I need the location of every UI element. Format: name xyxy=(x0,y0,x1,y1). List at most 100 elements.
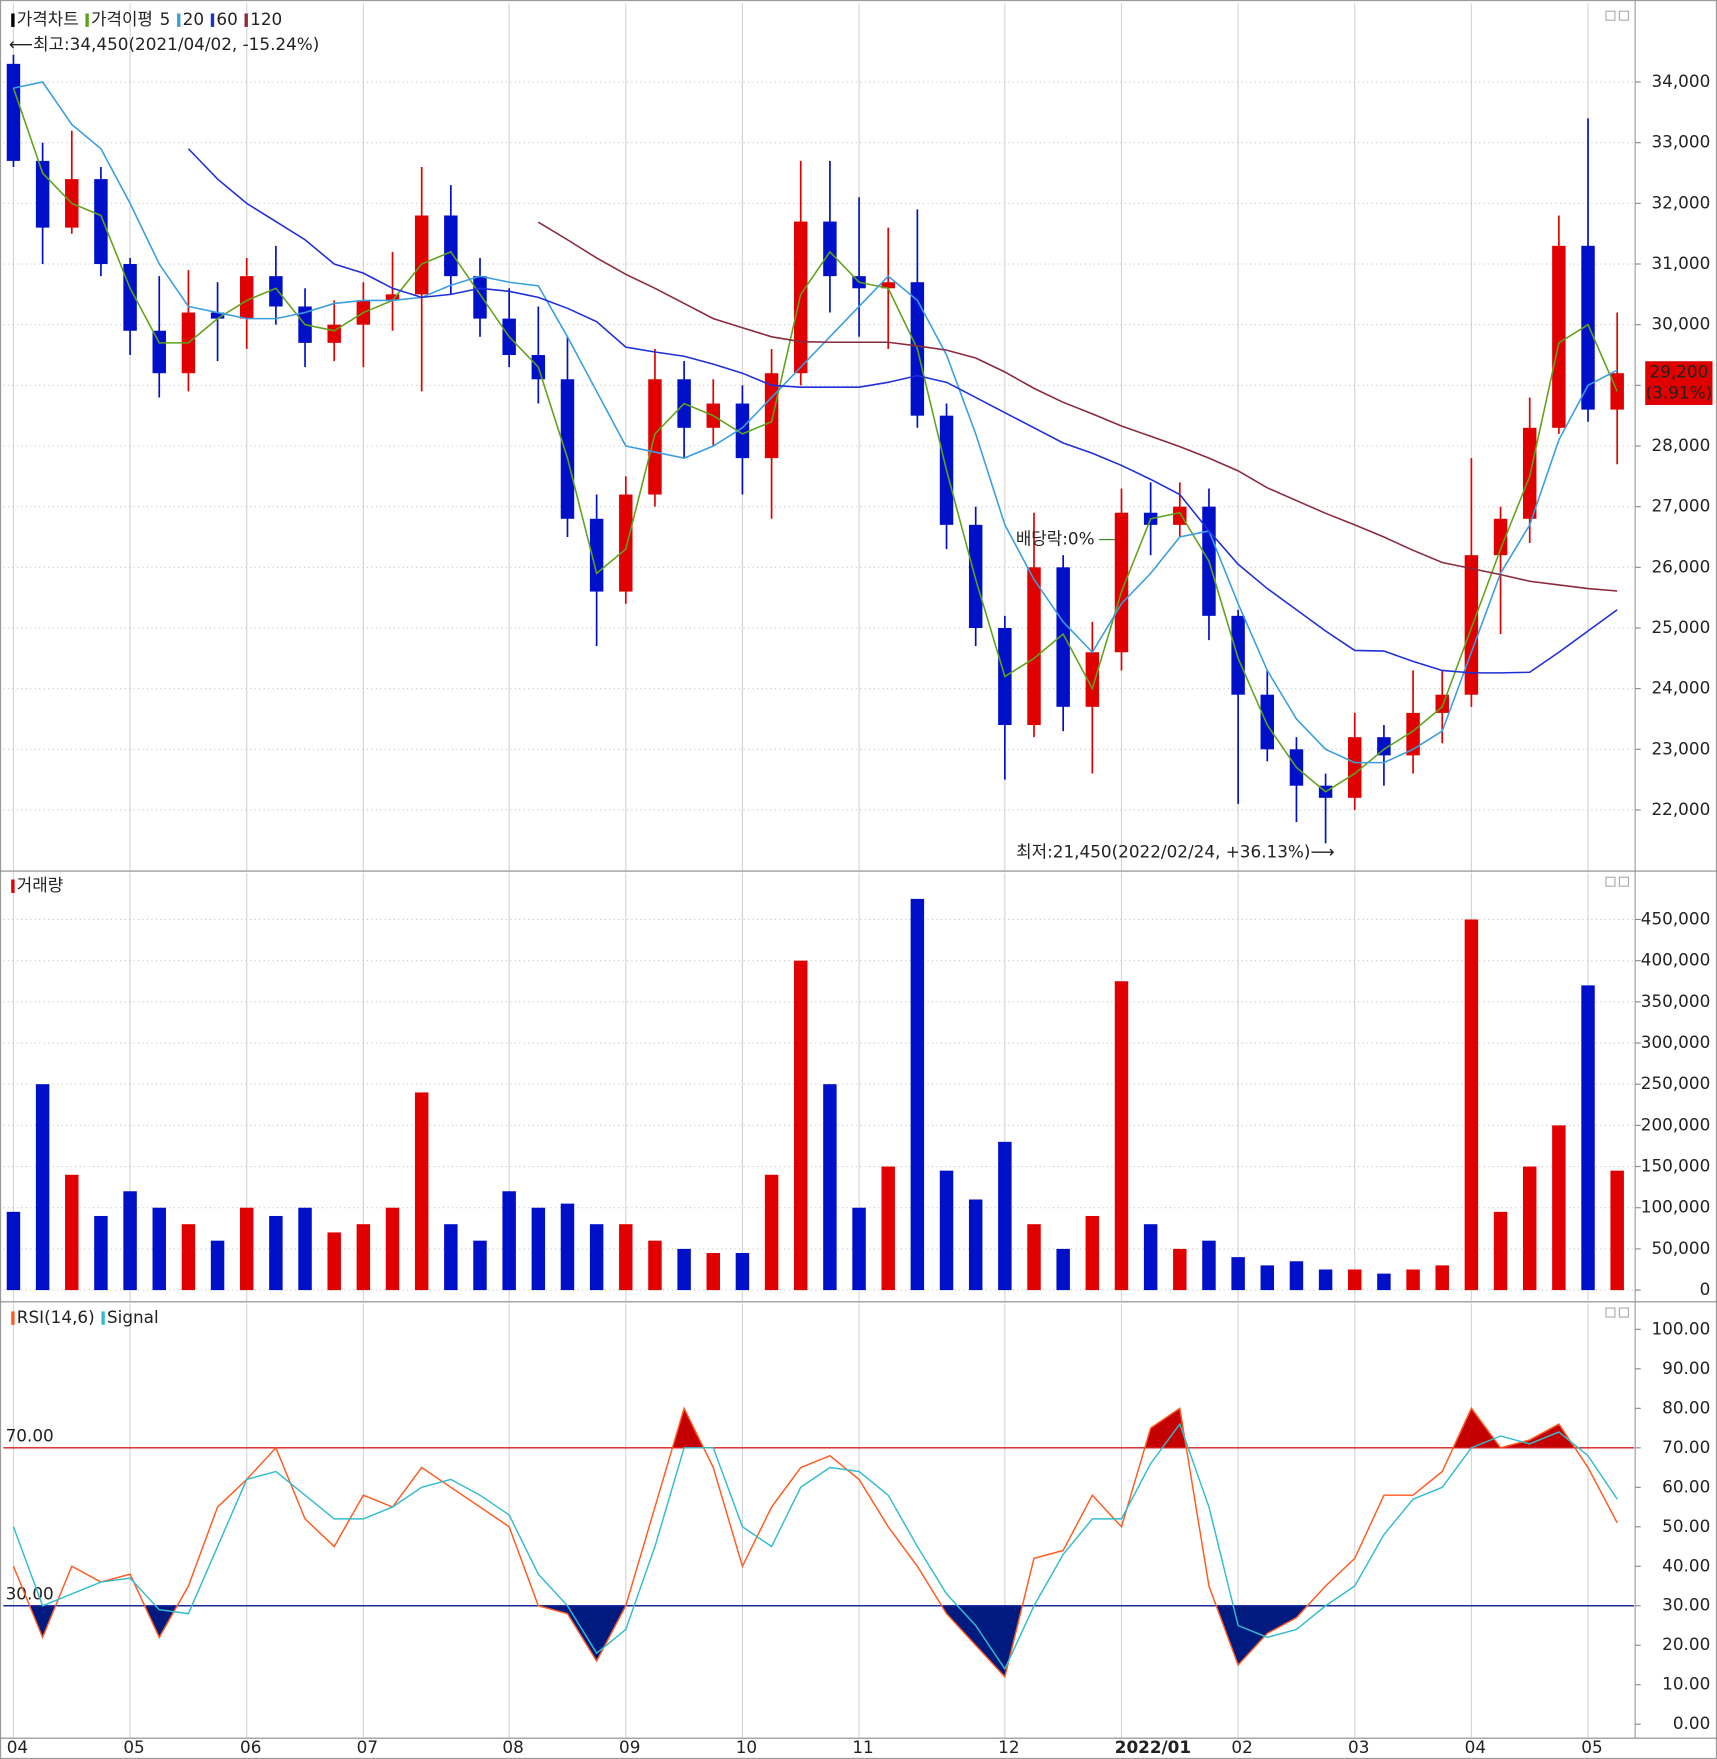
x-tick-label: 02 xyxy=(1231,1737,1252,1757)
candle-body xyxy=(1056,567,1070,707)
legend-label: 거래량 xyxy=(17,875,63,895)
y-tick-label: 400,000 xyxy=(1641,950,1711,970)
reference-label: 70.00 xyxy=(6,1426,54,1446)
volume-bar xyxy=(823,1084,837,1291)
annotation: ⟵최고:34,450(2021/04/02, -15.24%) xyxy=(9,34,319,54)
indicator-line xyxy=(12,1422,1618,1671)
volume-bar xyxy=(94,1215,108,1291)
volume-bar xyxy=(327,1232,341,1291)
volume-bar xyxy=(210,1240,225,1291)
y-tick-label: 23,000 xyxy=(1651,738,1710,758)
legend-label: 5 xyxy=(160,9,171,29)
y-tick-label: 20.00 xyxy=(1662,1634,1710,1654)
candle-body xyxy=(1406,712,1420,756)
volume-bar xyxy=(881,1166,895,1291)
candle-body xyxy=(210,312,225,319)
y-tick-label: 0.00 xyxy=(1673,1713,1710,1733)
volume-bar xyxy=(939,1170,954,1291)
volume-bar xyxy=(852,1207,866,1291)
candle-body xyxy=(560,379,575,519)
y-tick-label: 33,000 xyxy=(1651,132,1710,152)
maximize-button[interactable] xyxy=(1618,876,1629,887)
volume-bar xyxy=(269,1215,283,1291)
minimize-button[interactable] xyxy=(1605,10,1616,21)
volume-bar xyxy=(1231,1257,1245,1291)
volume-bar xyxy=(6,1211,21,1291)
volume-bar xyxy=(1348,1269,1362,1291)
y-tick-label: 10.00 xyxy=(1662,1674,1710,1694)
volume-bar xyxy=(1522,1166,1537,1291)
maximize-button[interactable] xyxy=(1618,1307,1629,1318)
volume-bar xyxy=(1202,1240,1216,1291)
volume-bar xyxy=(531,1207,546,1291)
y-tick-label: 50.00 xyxy=(1662,1516,1710,1536)
volume-bar xyxy=(560,1203,575,1291)
y-tick-label: 40.00 xyxy=(1662,1555,1710,1575)
legend-label: 20 xyxy=(183,9,204,29)
last-price: 29,200 xyxy=(1649,361,1708,381)
volume-bar xyxy=(1318,1269,1333,1291)
x-tick-label: 04 xyxy=(1465,1737,1486,1757)
volume-bar xyxy=(794,960,808,1291)
x-tick-label: 05 xyxy=(123,1737,144,1757)
candle-body xyxy=(589,518,604,592)
y-tick-label: 32,000 xyxy=(1651,192,1710,212)
candle-body xyxy=(619,494,633,592)
x-tick-label: 2022/01 xyxy=(1115,1737,1191,1757)
x-tick-label: 04 xyxy=(7,1737,28,1757)
candle-body xyxy=(1027,567,1041,726)
annotation: 배당락:0% xyxy=(1016,529,1095,549)
y-tick-label: 28,000 xyxy=(1651,435,1710,455)
y-tick-label: 80.00 xyxy=(1662,1397,1710,1417)
volume-bar xyxy=(385,1207,400,1291)
last-change: (3.91%) xyxy=(1646,383,1713,403)
legend-marker xyxy=(11,13,15,27)
y-tick-label: 150,000 xyxy=(1641,1156,1711,1176)
x-tick-label: 12 xyxy=(998,1737,1019,1757)
candle-body xyxy=(6,63,21,161)
volume-bar xyxy=(735,1253,750,1291)
volume-bar xyxy=(1027,1224,1041,1291)
y-tick-label: 50,000 xyxy=(1651,1238,1710,1258)
legend-label: Signal xyxy=(107,1307,159,1327)
volume-bar xyxy=(1114,981,1129,1291)
y-tick-label: 26,000 xyxy=(1651,556,1710,576)
y-tick-label: 34,000 xyxy=(1651,71,1710,91)
volume-bar xyxy=(968,1199,983,1291)
legend-label: 가격이평 xyxy=(91,9,153,29)
candle-body xyxy=(414,215,429,295)
volume-bar xyxy=(1289,1261,1304,1291)
y-tick-label: 350,000 xyxy=(1641,991,1711,1011)
volume-bar xyxy=(1056,1248,1070,1291)
minimize-button[interactable] xyxy=(1605,1307,1616,1318)
volume-bar xyxy=(181,1224,196,1291)
y-tick-label: 90.00 xyxy=(1662,1358,1710,1378)
x-tick-label: 07 xyxy=(357,1737,378,1757)
y-tick-label: 22,000 xyxy=(1651,799,1710,819)
legend-marker xyxy=(85,13,89,27)
x-tick-label: 06 xyxy=(240,1737,261,1757)
y-tick-label: 450,000 xyxy=(1641,908,1711,928)
maximize-button[interactable] xyxy=(1618,10,1629,21)
x-tick-label: 09 xyxy=(619,1737,640,1757)
y-tick-label: 100.00 xyxy=(1651,1318,1710,1338)
x-tick-label: 05 xyxy=(1581,1737,1602,1757)
reference-label: 30.00 xyxy=(6,1584,54,1604)
candle-body xyxy=(473,276,487,319)
moving-average-line xyxy=(13,81,1618,764)
minimize-button[interactable] xyxy=(1605,876,1616,887)
legend-label: RSI(14,6) xyxy=(17,1307,95,1327)
candle-body xyxy=(444,215,458,277)
volume-bar xyxy=(910,898,925,1291)
y-tick-label: 27,000 xyxy=(1651,496,1710,516)
legend-marker xyxy=(101,1311,105,1325)
candle-body xyxy=(1085,652,1100,707)
volume-bar xyxy=(1581,985,1595,1291)
moving-average-line xyxy=(537,221,1618,592)
candle-body xyxy=(239,276,254,319)
annotation: 최저:21,450(2022/02/24, +36.13%)⟶ xyxy=(1016,842,1334,862)
volume-bar xyxy=(1173,1248,1187,1291)
volume-bar xyxy=(1143,1224,1158,1291)
panel-buttons[interactable] xyxy=(1605,10,1629,1318)
